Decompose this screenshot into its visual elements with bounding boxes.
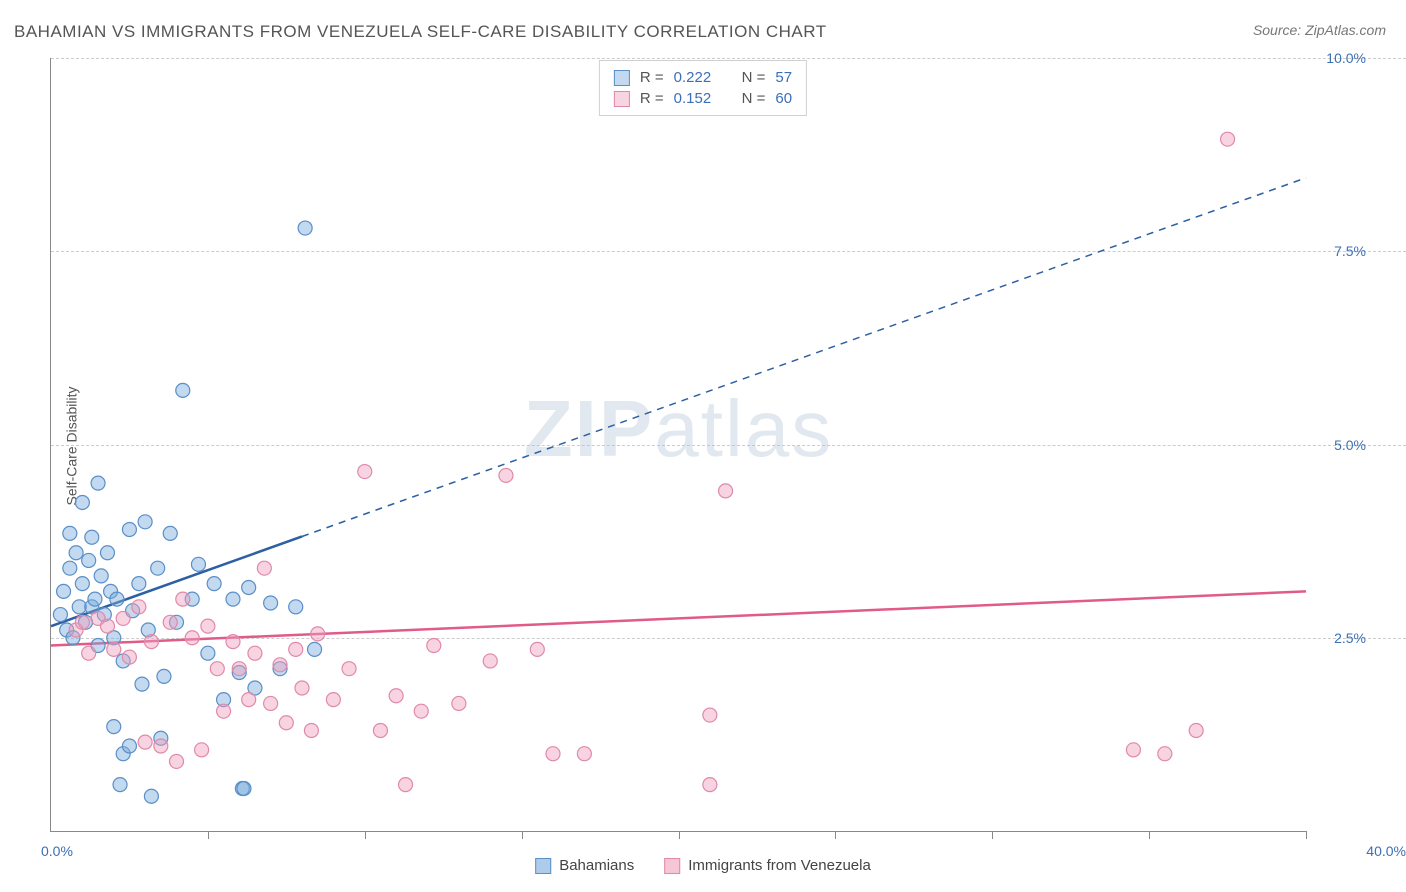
x-tick <box>522 831 523 839</box>
y-tick-label: 7.5% <box>1334 243 1366 259</box>
x-tick <box>992 831 993 839</box>
x-tick <box>835 831 836 839</box>
n-value: 60 <box>775 90 792 107</box>
legend-series-item: Immigrants from Venezuela <box>664 857 871 874</box>
legend-stat-row: R = 0.222 N = 57 <box>614 67 792 88</box>
r-label: R = <box>640 69 664 86</box>
y-tick-label: 5.0% <box>1334 437 1366 453</box>
legend-stat-row: R = 0.152 N = 60 <box>614 88 792 109</box>
n-label: N = <box>742 69 766 86</box>
x-tick <box>208 831 209 839</box>
chart-title: BAHAMIAN VS IMMIGRANTS FROM VENEZUELA SE… <box>14 22 827 42</box>
x-tick <box>679 831 680 839</box>
x-axis-end-label: 40.0% <box>1366 843 1406 859</box>
legend-swatch <box>614 70 630 86</box>
legend-series-label: Immigrants from Venezuela <box>688 857 871 874</box>
legend-series-item: Bahamians <box>535 857 634 874</box>
x-axis-start-label: 0.0% <box>41 843 73 859</box>
legend-stats: R = 0.222 N = 57 R = 0.152 N = 60 <box>599 60 807 116</box>
y-tick-label: 2.5% <box>1334 630 1366 646</box>
legend-swatch <box>614 91 630 107</box>
x-tick <box>365 831 366 839</box>
legend-series-label: Bahamians <box>559 857 634 874</box>
x-tick <box>1306 831 1307 839</box>
chart-container: BAHAMIAN VS IMMIGRANTS FROM VENEZUELA SE… <box>0 0 1406 892</box>
r-label: R = <box>640 90 664 107</box>
source-attribution: Source: ZipAtlas.com <box>1253 22 1386 38</box>
n-value: 57 <box>775 69 792 86</box>
legend-swatch <box>664 858 680 874</box>
plot-svg <box>51 58 1306 831</box>
x-tick <box>1149 831 1150 839</box>
legend-series: Bahamians Immigrants from Venezuela <box>535 857 871 874</box>
plot-area: ZIPatlas 0.0% 40.0% 2.5%5.0%7.5%10.0% <box>50 58 1306 832</box>
r-value: 0.222 <box>674 69 722 86</box>
y-tick-label: 10.0% <box>1326 50 1366 66</box>
n-label: N = <box>742 90 766 107</box>
legend-swatch <box>535 858 551 874</box>
r-value: 0.152 <box>674 90 722 107</box>
